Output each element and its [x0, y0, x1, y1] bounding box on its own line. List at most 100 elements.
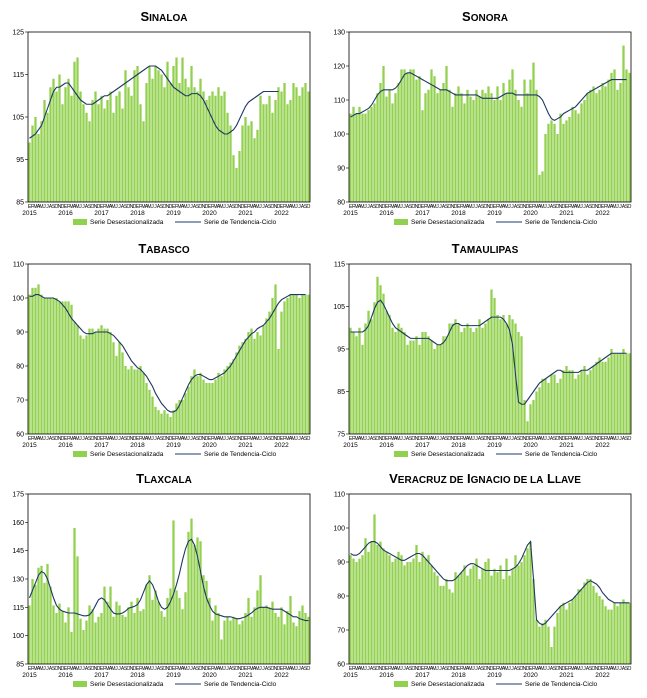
data-bar	[532, 579, 535, 664]
month-tick-label: N	[523, 204, 527, 210]
month-tick-label: F	[496, 436, 499, 442]
data-bar	[184, 393, 187, 434]
y-tick-label: 105	[333, 304, 345, 311]
data-bar	[484, 562, 487, 664]
data-bar	[112, 342, 115, 434]
year-tick-label: 2015	[343, 672, 358, 679]
month-tick-label: J	[547, 436, 550, 442]
data-bar	[556, 613, 559, 664]
data-bar	[436, 93, 439, 202]
data-bar	[94, 332, 97, 434]
month-tick-label: N	[58, 666, 62, 672]
y-tick-label: 110	[334, 492, 345, 499]
month-tick-label: O	[91, 666, 95, 672]
data-bar	[352, 558, 355, 664]
data-bar	[202, 91, 205, 202]
month-tick-label: F	[103, 666, 106, 672]
data-bar	[415, 79, 418, 202]
month-tick-label: S	[268, 436, 272, 442]
month-tick-label: F	[604, 436, 607, 442]
month-tick-label: F	[532, 666, 535, 672]
month-tick-label: E	[349, 204, 353, 210]
data-bar	[559, 606, 562, 664]
data-bar	[265, 104, 268, 202]
month-tick-label: M	[249, 204, 253, 210]
month-tick-label: D	[97, 436, 101, 442]
month-tick-label: E	[280, 204, 284, 210]
data-bar	[85, 620, 88, 664]
month-tick-label: M	[540, 666, 544, 672]
data-bar	[376, 93, 379, 202]
month-tick-label: J	[475, 666, 478, 672]
data-bar	[301, 294, 304, 434]
month-tick-label: A	[289, 666, 293, 672]
legend-bar-swatch	[394, 681, 408, 687]
data-bar	[463, 103, 466, 202]
month-tick-label: J	[364, 666, 367, 672]
data-bar	[196, 537, 199, 664]
trend-line	[29, 294, 306, 413]
data-bar	[181, 609, 184, 664]
y-tick-label: 115	[13, 72, 24, 79]
data-bar	[28, 142, 31, 202]
legend-line-label: Serie de Tendencia-Ciclo	[204, 451, 277, 458]
month-tick-label: M	[39, 204, 43, 210]
month-tick-label: D	[61, 204, 65, 210]
data-bar	[379, 541, 382, 664]
y-tick-label: 80	[337, 200, 345, 207]
y-tick-label: 115	[334, 262, 345, 269]
data-bar	[487, 86, 490, 202]
month-tick-label: S	[553, 666, 557, 672]
month-tick-label: S	[52, 204, 56, 210]
data-bar	[268, 311, 271, 434]
month-tick-label: D	[133, 204, 137, 210]
y-tick-label: 95	[337, 347, 345, 354]
month-tick-label: O	[271, 436, 275, 442]
month-tick-label: D	[205, 204, 209, 210]
data-bar	[262, 104, 265, 202]
data-bar	[385, 96, 388, 202]
data-bar	[124, 616, 127, 664]
month-tick-label: A	[574, 204, 578, 210]
month-tick-label: N	[487, 204, 491, 210]
data-bar	[526, 548, 529, 664]
data-bar	[613, 69, 616, 203]
month-tick-label: F	[211, 436, 214, 442]
month-tick-label: J	[298, 436, 301, 442]
month-tick-label: F	[496, 204, 499, 210]
month-tick-label: A	[85, 204, 89, 210]
data-bar	[286, 298, 289, 434]
data-bar	[40, 294, 43, 434]
month-tick-label: J	[46, 204, 49, 210]
data-bar	[166, 413, 169, 434]
month-tick-label: S	[160, 666, 164, 672]
data-bar	[349, 327, 352, 434]
data-bar	[562, 370, 565, 434]
month-tick-label: J	[400, 204, 403, 210]
data-bar	[511, 568, 514, 664]
month-tick-label: A	[37, 436, 41, 442]
data-bar	[157, 70, 160, 202]
month-tick-label: A	[538, 436, 542, 442]
data-bar	[52, 78, 55, 202]
data-bar	[421, 551, 424, 664]
month-tick-label: E	[64, 436, 68, 442]
trend-line	[29, 65, 279, 139]
month-tick-label: D	[205, 436, 209, 442]
month-tick-label: J	[226, 436, 229, 442]
month-tick-label: M	[177, 436, 181, 442]
trend-line	[350, 540, 630, 626]
month-tick-label: E	[493, 666, 497, 672]
month-tick-label: J	[298, 666, 301, 672]
month-tick-label: M	[354, 436, 358, 442]
month-tick-label: A	[217, 204, 221, 210]
data-bar	[28, 605, 31, 664]
month-tick-label: M	[462, 204, 466, 210]
data-bar	[265, 605, 268, 664]
data-bar	[478, 579, 481, 664]
data-bar	[136, 66, 139, 202]
month-tick-label: M	[177, 204, 181, 210]
month-tick-label: J	[79, 436, 82, 442]
month-tick-label: A	[394, 666, 398, 672]
data-bar	[589, 579, 592, 664]
